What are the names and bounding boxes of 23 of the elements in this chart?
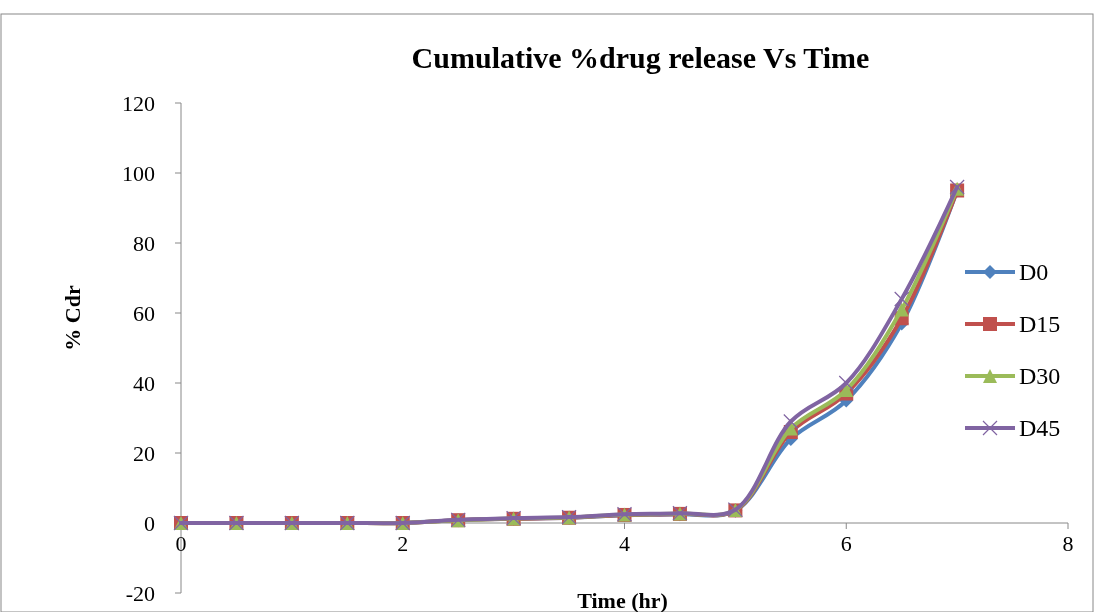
x-tick-label: 2 — [397, 531, 409, 556]
y-tick-label: 80 — [133, 230, 155, 256]
y-tick-label: 40 — [133, 370, 155, 396]
point — [839, 383, 854, 397]
y-tick-label: 100 — [122, 160, 155, 186]
point — [894, 291, 910, 307]
legend-label: D30 — [1019, 363, 1061, 390]
y-tick-label: -20 — [125, 580, 155, 606]
legend-label: D0 — [1019, 259, 1049, 286]
x-tick-label: 8 — [1062, 531, 1074, 556]
y-tick-label: 20 — [133, 440, 155, 466]
legend-label: D15 — [1019, 311, 1061, 338]
y-tick-label: 0 — [144, 510, 155, 536]
x-tick-label: 0 — [175, 531, 187, 556]
point — [894, 302, 909, 317]
chart-title: Cumulative %drug release Vs Time — [411, 41, 870, 74]
legend-label: D45 — [1019, 415, 1061, 442]
y-tick-label: 120 — [122, 90, 155, 116]
y-axis-title: % Cdr — [60, 285, 85, 351]
y-tick-label: 60 — [133, 300, 155, 326]
x-tick-label: 4 — [619, 531, 630, 556]
x-tick-label: 6 — [840, 531, 852, 556]
x-axis-title: Time (hr) — [577, 588, 668, 612]
